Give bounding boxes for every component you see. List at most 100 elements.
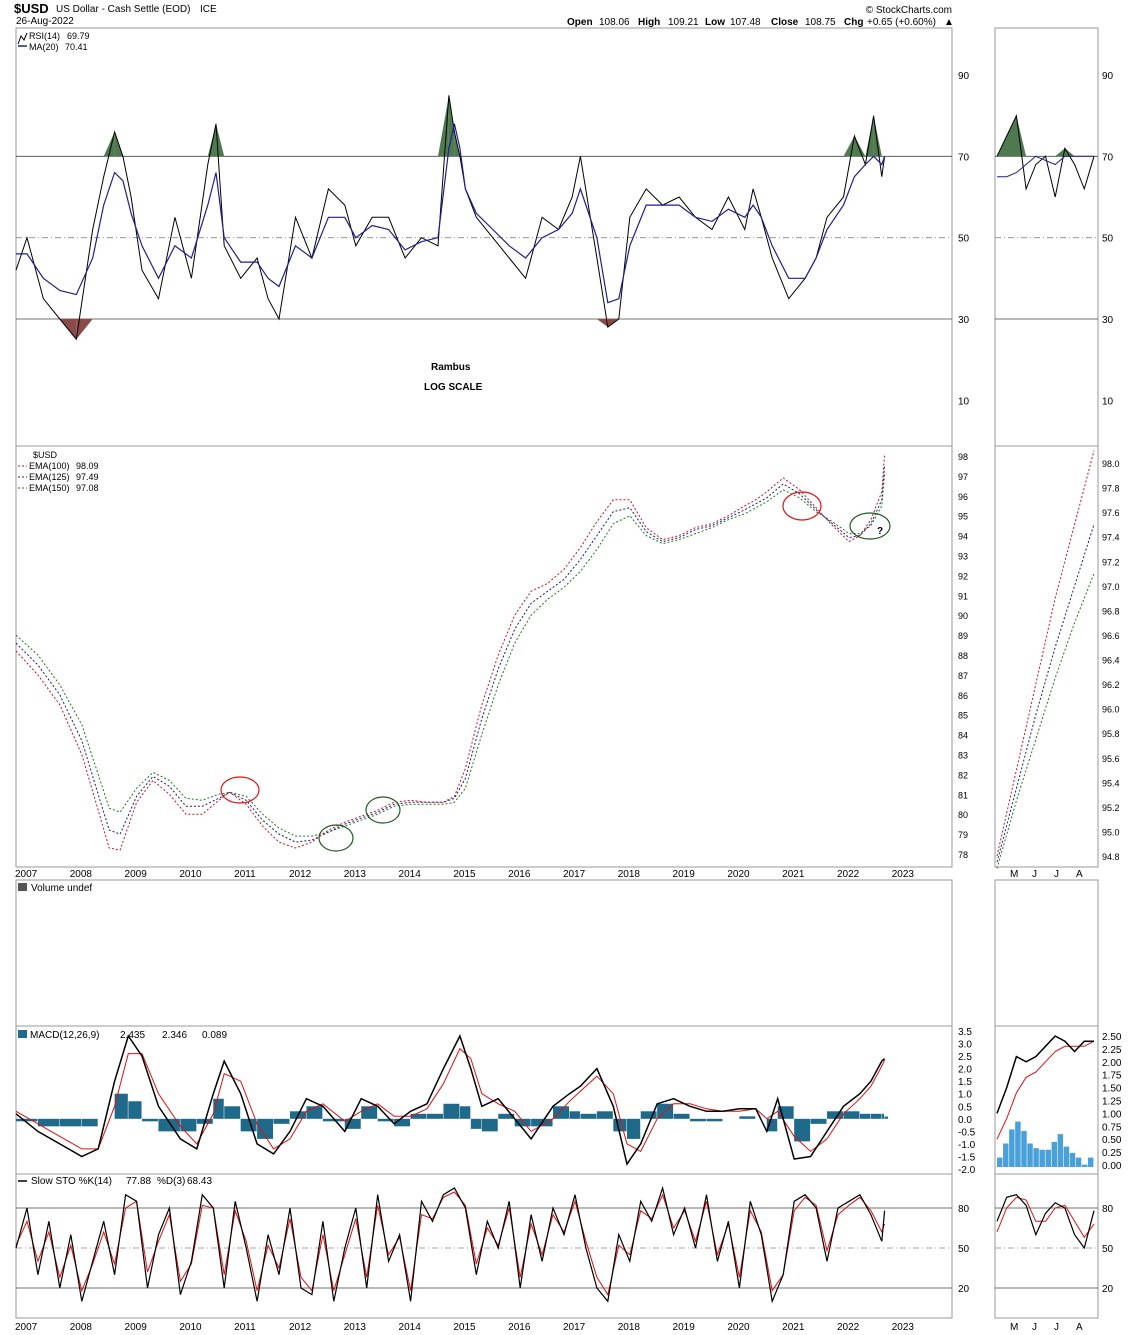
macd-y-tick: 3.0 bbox=[958, 1040, 972, 1051]
side-ema-y-tick: 95.0 bbox=[1102, 827, 1120, 837]
x-tick-year: 2011 bbox=[234, 869, 256, 880]
x-tick-year: 2013 bbox=[344, 1322, 367, 1333]
x-tick-year: 2018 bbox=[618, 869, 641, 880]
close-label: Close bbox=[771, 17, 799, 28]
rsi-fill bbox=[59, 95, 882, 340]
macd-line bbox=[15, 1034, 886, 1166]
sto-legend: Slow STO %K(14) 77.88 %D(3) 68.43 bbox=[18, 1176, 212, 1187]
ema125-legend-label: EMA(125) bbox=[29, 472, 70, 482]
brand-label: © StockCharts.com bbox=[866, 5, 952, 16]
usd-legend-label: $USD bbox=[33, 450, 58, 460]
x-tick-year: 2009 bbox=[125, 869, 148, 880]
ema-y-tick: 87 bbox=[958, 671, 968, 681]
chart-date: 26-Aug-2022 bbox=[16, 16, 74, 27]
macd-signal-line bbox=[15, 1047, 886, 1153]
ema125-legend-value: 97.49 bbox=[76, 472, 99, 482]
x-tick-year: 2009 bbox=[125, 1322, 148, 1333]
side-volume-bar bbox=[1015, 1121, 1021, 1167]
rsi-y-tick: 70 bbox=[958, 152, 970, 163]
macd-hist-bar bbox=[569, 1111, 580, 1119]
sto-k-line bbox=[15, 1185, 886, 1304]
x-tick-year: 2017 bbox=[563, 869, 586, 880]
side-macd-y-tick: 0.50 bbox=[1102, 1135, 1122, 1146]
macd-hist-bar bbox=[459, 1106, 471, 1119]
ema-y-tick: 88 bbox=[958, 651, 968, 661]
x-axis-years-bottom: 2007 2008 2009 2010 2011 2012 2013 2014 2015 2016… bbox=[15, 1322, 914, 1333]
side-ema-y-tick: 97.0 bbox=[1102, 582, 1120, 592]
x-tick-year: 2010 bbox=[179, 869, 202, 880]
x-axis-years-top: 2007 2008 2009 2010 2011 2012 2013 2014 2015 2016… bbox=[15, 869, 914, 880]
ema150-line bbox=[15, 473, 886, 837]
macd-hist-bar bbox=[377, 1118, 394, 1122]
macd-hist-bar bbox=[37, 1118, 60, 1127]
x-tick-year: 2016 bbox=[508, 1322, 531, 1333]
side-ema-frame bbox=[994, 445, 1099, 868]
x-tick-year: 2019 bbox=[673, 869, 696, 880]
macd-hist-bar bbox=[81, 1118, 98, 1127]
macd-hist-bar bbox=[739, 1116, 756, 1119]
ema-y-tick: 92 bbox=[958, 571, 968, 581]
macd-y-tick: 1.0 bbox=[958, 1090, 972, 1101]
up-arrow-icon: ▲ bbox=[944, 17, 954, 28]
macd-hist-bar bbox=[470, 1118, 482, 1129]
side-ema-y-tick: 95.8 bbox=[1102, 729, 1120, 739]
x-tick-year: 2012 bbox=[289, 869, 312, 880]
side-ema-y-tick: 95.4 bbox=[1102, 778, 1120, 788]
ema-y-ticks: 98 97 96 95 94 93 92 91 90 89 88 87 86 85 84 83 82 81 80 79… bbox=[958, 452, 968, 860]
x-tick-year: 2022 bbox=[837, 1322, 860, 1333]
ma-legend-label: MA(20) bbox=[29, 42, 59, 52]
symbol: $USD bbox=[14, 1, 49, 16]
macd-hist-bar bbox=[843, 1111, 860, 1119]
macd-y-ticks: 3.5 3.02.5 2.01.5 1.00.5 0.0-0.5 -1.0-1.5 -2.0 bbox=[958, 1027, 976, 1176]
macd-hist-bar bbox=[410, 1113, 427, 1119]
side-sto-k-line bbox=[996, 1194, 1095, 1250]
side-sto-y-tick: 80 bbox=[1102, 1204, 1114, 1215]
side-x-tick-month: J bbox=[1032, 1322, 1037, 1333]
x-tick-year: 2011 bbox=[234, 1322, 256, 1333]
macd-hist-bar bbox=[114, 1093, 128, 1119]
side-rsi-ma-line bbox=[997, 155, 1094, 178]
ema100-legend-value: 98.09 bbox=[76, 461, 99, 471]
rsi-legend: RSI(14) 69.79 MA(20) 70.41 bbox=[17, 31, 90, 52]
rsi-y-ticks: 90 70 50 30 10 bbox=[958, 71, 970, 407]
macd-hist-bar bbox=[142, 1118, 158, 1122]
side-x-tick-month: M bbox=[1010, 869, 1018, 880]
ema150-legend-value: 97.08 bbox=[76, 483, 99, 493]
macd-hist-bar bbox=[213, 1098, 224, 1119]
macd-hist-bar bbox=[394, 1118, 411, 1127]
macd-hist-bar bbox=[514, 1118, 531, 1127]
ema-y-tick: 93 bbox=[958, 552, 968, 562]
side-volume-bar bbox=[1009, 1129, 1015, 1167]
side-sto-panel: 80 50 20 bbox=[994, 1173, 1114, 1319]
side-sto-d-line bbox=[996, 1196, 1095, 1239]
x-tick-year: 2008 bbox=[70, 869, 93, 880]
macd-y-tick: 1.5 bbox=[958, 1077, 972, 1088]
side-rsi-grid bbox=[995, 155, 1098, 320]
side-volume-bar bbox=[1033, 1148, 1039, 1167]
rsi-oversold-fill bbox=[76, 319, 93, 340]
rsi-legend-value: 69.79 bbox=[67, 31, 90, 41]
side-volume-panel bbox=[994, 879, 1099, 1027]
question-annotation: ? bbox=[877, 526, 883, 537]
macd-hist-bar bbox=[766, 1118, 778, 1132]
side-volume-bar bbox=[1039, 1149, 1045, 1167]
chg-label: Chg bbox=[844, 17, 863, 28]
macd-y-tick: -1.5 bbox=[958, 1152, 976, 1163]
volume-panel-frame bbox=[15, 879, 953, 1027]
side-ema-y-tick: 96.8 bbox=[1102, 606, 1120, 616]
green-circle-2012 bbox=[318, 824, 354, 852]
side-volume-bar bbox=[1063, 1146, 1070, 1167]
x-tick-year: 2008 bbox=[70, 1322, 93, 1333]
sto-y-ticks: 80 50 20 bbox=[958, 1204, 970, 1295]
ema125-line bbox=[15, 465, 886, 843]
x-tick-year: 2015 bbox=[453, 869, 476, 880]
usd-panel-frame bbox=[15, 445, 953, 868]
side-volume-bar bbox=[1003, 1143, 1009, 1167]
side-ema-y-ticks: 98.0 97.8 97.6 97.4 97.2 97.0 96.8 96.6 96.4 96.2… bbox=[1102, 459, 1120, 862]
x-tick-year: 2021 bbox=[782, 869, 805, 880]
red-circle-2011 bbox=[220, 776, 260, 804]
side-volume-bar bbox=[1057, 1134, 1064, 1167]
macd-hist-bar bbox=[481, 1118, 498, 1132]
macd-hist-bar bbox=[498, 1113, 515, 1119]
side-volume-bar bbox=[1075, 1157, 1082, 1167]
